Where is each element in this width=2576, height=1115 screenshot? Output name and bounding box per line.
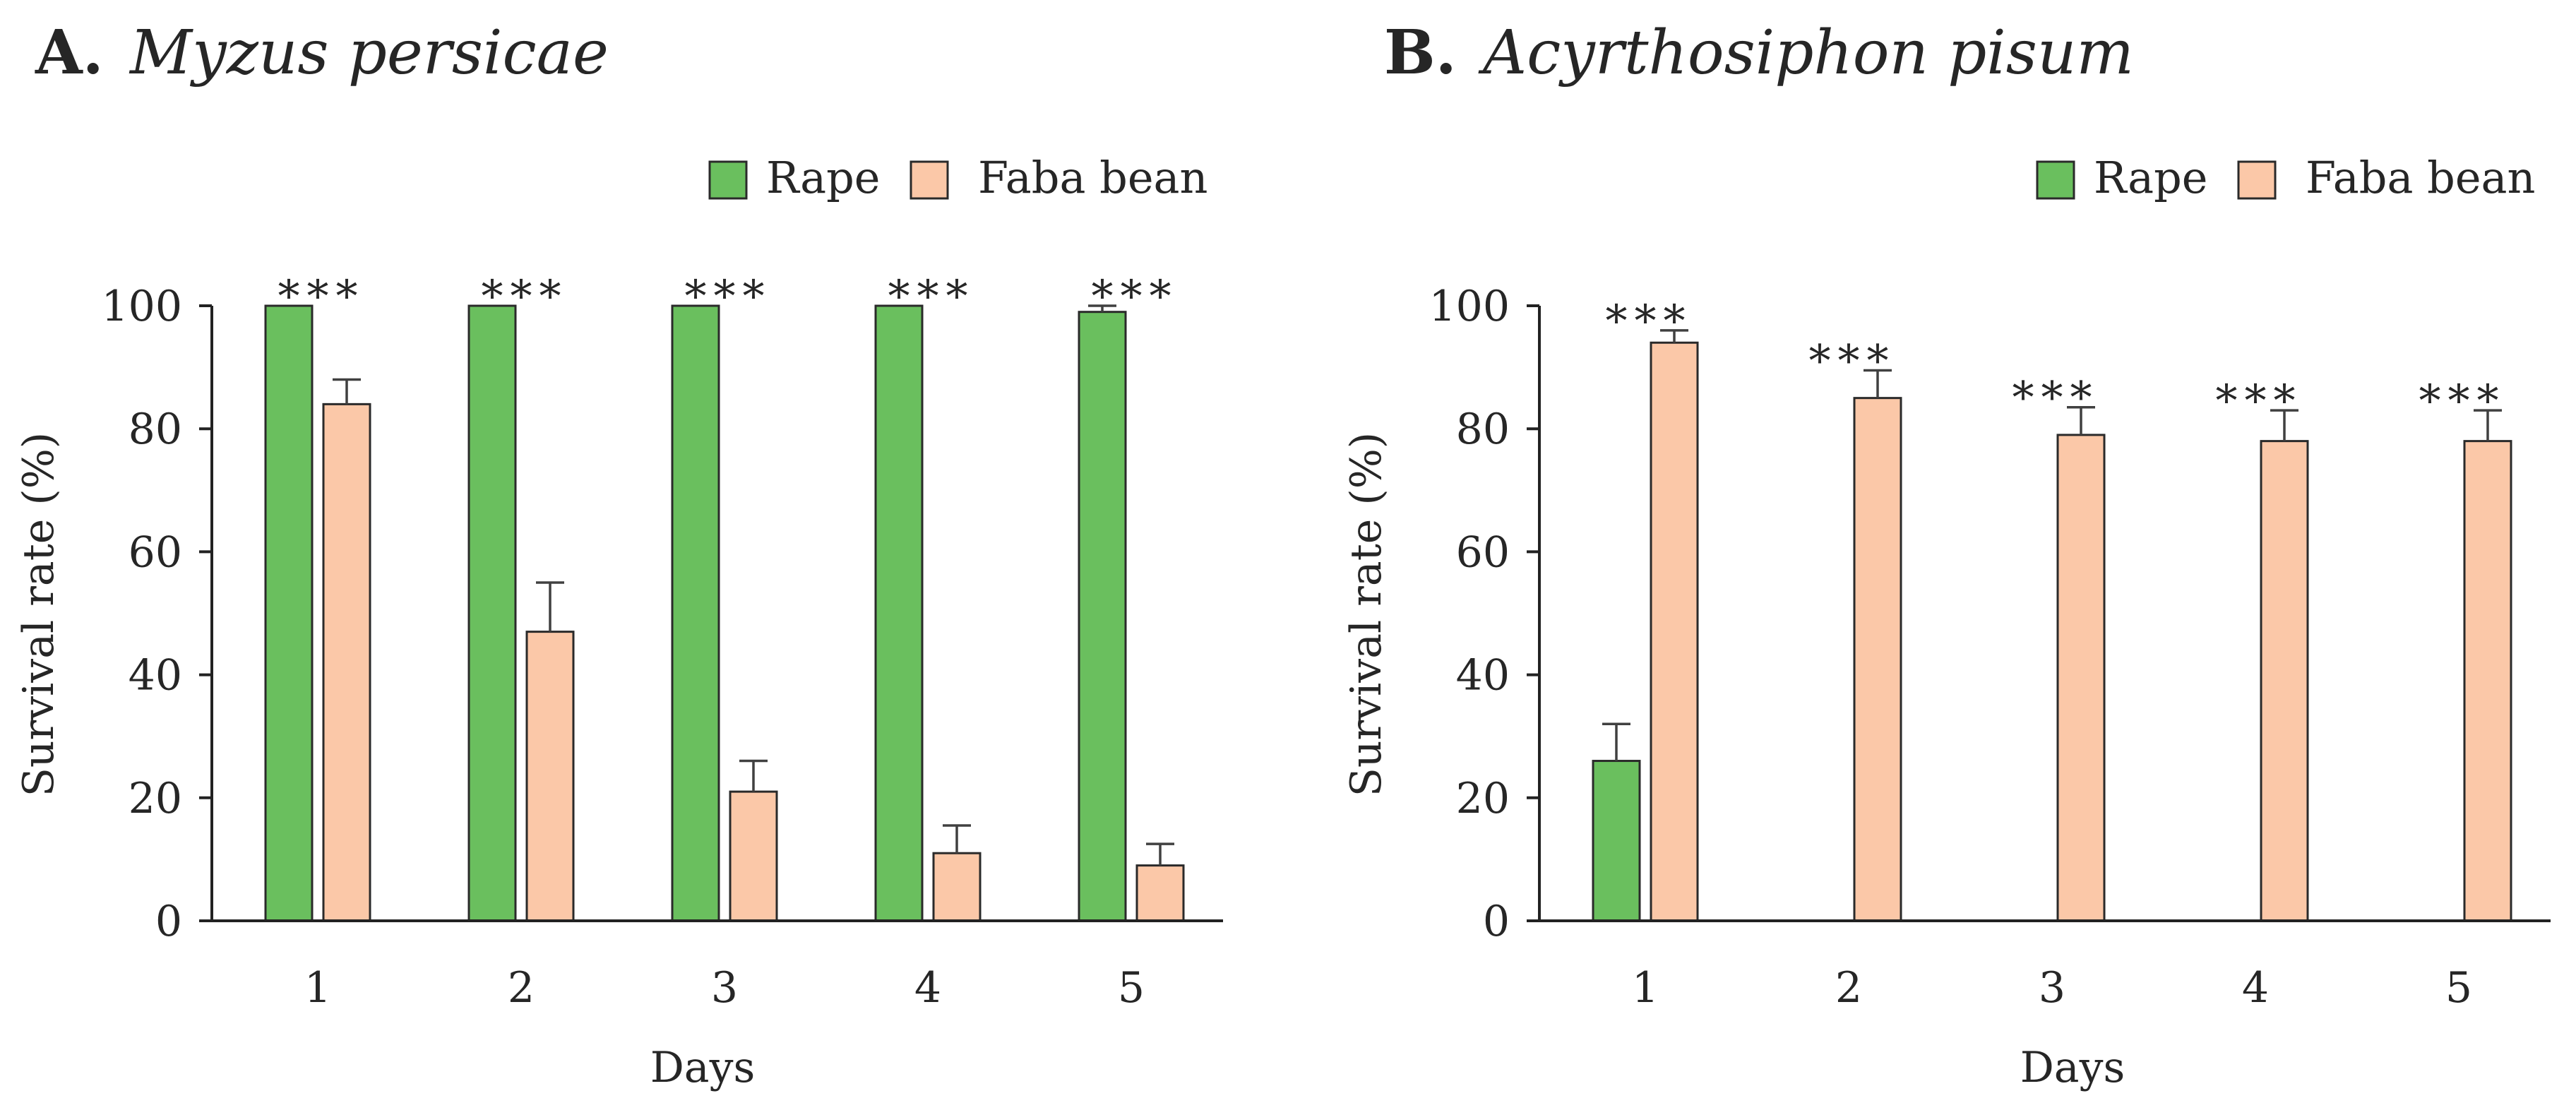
panel-a: A. Myzus persicae Rape Faba bean Surviva… <box>14 17 1223 1092</box>
error-bar-a-faba-day-1 <box>333 378 361 405</box>
legend-b-faba-label: Faba bean <box>2306 152 2535 203</box>
panel-a-species: Myzus persicae <box>129 18 609 88</box>
x-tick-label-a-1: 1 <box>304 963 331 1013</box>
legend-b: Rape Faba bean <box>2036 152 2535 203</box>
legend-a-rape-swatch <box>708 160 748 200</box>
x-tick-label-b-5: 5 <box>2445 963 2472 1013</box>
y-axis-title-b: Survival rate (%) <box>1342 432 1391 797</box>
legend-a: Rape Faba bean <box>708 152 1208 203</box>
plot-area-b: 0 20 40 60 80 100 1 *** 2 *** 3 *** 4 *** 5 *** <box>1429 282 2512 1013</box>
error-bar-b-faba-day-4 <box>2270 409 2298 441</box>
bar-a-faba-day-1 <box>322 403 371 922</box>
bar-a-faba-day-4 <box>932 852 982 922</box>
bar-b-faba-day-1 <box>1650 341 1699 922</box>
significance-b-day-2: *** <box>1809 335 1896 386</box>
panel-b-species: Acyrthosiphon pisum <box>1478 18 2134 88</box>
bar-a-faba-day-2 <box>525 631 575 922</box>
error-bar-a-rape-day-5 <box>1088 304 1116 312</box>
y-axis-title-a: Survival rate (%) <box>14 432 64 797</box>
bar-b-faba-day-3 <box>2056 434 2106 922</box>
legend-a-faba-swatch <box>910 160 949 200</box>
panel-b: B. Acyrthosiphon pisum Rape Faba bean Su… <box>1342 17 2551 1092</box>
bar-b-faba-day-5 <box>2463 440 2512 922</box>
bar-b-faba-day-4 <box>2260 440 2309 922</box>
significance-a-day-3: *** <box>685 270 772 322</box>
bar-a-rape-day-2 <box>467 304 517 922</box>
bar-a-rape-day-4 <box>874 304 924 922</box>
y-tick-label-b-100: 100 <box>1429 282 1510 331</box>
x-tick-label-a-4: 4 <box>914 963 941 1013</box>
significance-a-day-4: *** <box>888 270 975 322</box>
x-tick-label-a-5: 5 <box>1118 963 1145 1013</box>
y-tick-label-b-20: 20 <box>1456 774 1510 823</box>
y-tick-label-b-80: 80 <box>1456 405 1510 454</box>
y-tick-label-a-0: 0 <box>155 897 182 946</box>
bar-b-rape-day-1 <box>1592 760 1641 922</box>
significance-a-day-2: *** <box>482 270 568 322</box>
legend-b-rape-label: Rape <box>2094 152 2207 203</box>
error-bar-b-faba-day-2 <box>1864 369 1892 398</box>
y-tick-label-b-60: 60 <box>1456 527 1510 577</box>
significance-a-day-5: *** <box>1092 270 1179 322</box>
bar-a-rape-day-1 <box>264 304 314 922</box>
x-axis-title-b: Days <box>2020 1043 2125 1092</box>
error-bar-a-faba-day-5 <box>1146 842 1174 866</box>
legend-a-faba-label: Faba bean <box>978 152 1208 203</box>
legend-b-faba-swatch <box>2237 160 2277 200</box>
bar-a-rape-day-3 <box>671 304 720 922</box>
error-bar-a-faba-day-2 <box>536 581 564 632</box>
x-tick-label-a-2: 2 <box>508 963 535 1013</box>
y-tick-label-a-100: 100 <box>101 282 182 331</box>
significance-a-day-1: *** <box>278 270 365 322</box>
error-bar-b-rape-day-1 <box>1602 722 1630 761</box>
bar-a-rape-day-5 <box>1078 311 1127 922</box>
significance-b-day-1: *** <box>1606 295 1693 347</box>
y-tick-label-a-80: 80 <box>129 405 182 454</box>
bar-b-faba-day-2 <box>1853 397 1902 922</box>
x-axis-title-a: Days <box>650 1043 756 1092</box>
error-bar-b-faba-day-3 <box>2067 405 2095 435</box>
panel-a-title: A. Myzus persicae <box>35 17 609 88</box>
bar-a-faba-day-5 <box>1135 864 1185 922</box>
y-tick-label-b-0: 0 <box>1483 897 1510 946</box>
error-bar-b-faba-day-5 <box>2474 409 2502 441</box>
error-bar-a-faba-day-4 <box>943 824 971 854</box>
x-tick-label-b-2: 2 <box>1835 963 1862 1013</box>
legend-b-rape-swatch <box>2036 160 2075 200</box>
x-tick-label-b-3: 3 <box>2039 963 2065 1013</box>
significance-b-day-3: *** <box>2012 372 2099 424</box>
x-tick-label-a-3: 3 <box>711 963 738 1013</box>
panel-b-title: B. Acyrthosiphon pisum <box>1384 17 2134 88</box>
y-tick-label-a-40: 40 <box>129 651 182 700</box>
x-tick-label-b-1: 1 <box>1632 963 1659 1013</box>
plot-area-a: 0 20 40 60 80 100 1 *** 2 *** 3 *** 4 *** 5 *** <box>101 270 1185 1013</box>
significance-b-day-5: *** <box>2419 375 2506 427</box>
error-bar-b-faba-day-1 <box>1660 329 1688 343</box>
x-tick-label-b-4: 4 <box>2242 963 2269 1013</box>
bar-a-faba-day-3 <box>729 790 778 922</box>
legend-a-rape-label: Rape <box>766 152 880 203</box>
error-bar-a-faba-day-3 <box>739 759 768 792</box>
y-tick-label-a-60: 60 <box>129 527 182 577</box>
y-tick-label-a-20: 20 <box>129 774 182 823</box>
y-tick-label-b-40: 40 <box>1456 651 1510 700</box>
significance-b-day-4: *** <box>2216 375 2303 427</box>
panel-a-letter: A. <box>35 17 104 88</box>
panel-b-letter: B. <box>1384 17 1457 88</box>
